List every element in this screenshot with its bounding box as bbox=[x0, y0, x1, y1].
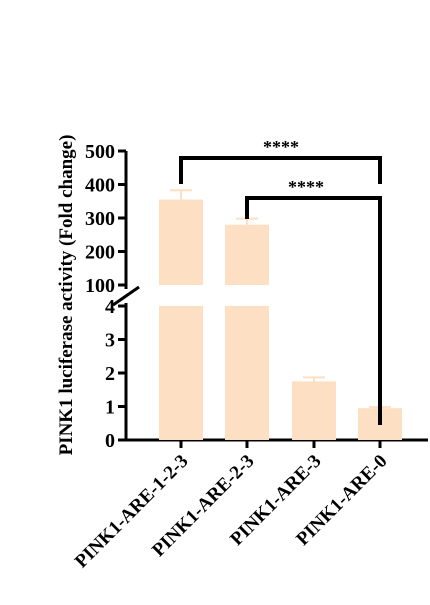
y-tick-label: 2 bbox=[105, 363, 115, 385]
axis-break-mark bbox=[112, 285, 140, 307]
x-tick-label: PINK1-ARE-1-2-3 bbox=[71, 451, 193, 573]
y-tick-label: 500 bbox=[85, 141, 115, 163]
y-tick-label: 100 bbox=[85, 275, 115, 297]
significance-brackets: **** **** bbox=[179, 137, 382, 425]
bars bbox=[159, 189, 402, 440]
y-tick-label: 3 bbox=[105, 330, 115, 352]
bar-upper-segment bbox=[159, 199, 203, 285]
significance-label: **** bbox=[263, 137, 299, 157]
y-axis-label: PINK1 luciferase activity (Fold change) bbox=[56, 135, 77, 456]
bar-lower-segment bbox=[159, 306, 203, 440]
significance-label: **** bbox=[288, 177, 324, 197]
bar-lower-segment bbox=[225, 306, 269, 440]
bar-upper-segment bbox=[225, 224, 269, 285]
y-tick-label: 1 bbox=[105, 397, 115, 419]
y-tick-label: 0 bbox=[105, 430, 115, 452]
significance-bracket bbox=[245, 196, 382, 425]
y-tick-label: 300 bbox=[85, 208, 115, 230]
y-tick-label: 400 bbox=[85, 175, 115, 197]
y-axis-label-group: PINK1 luciferase activity (Fold change) bbox=[56, 135, 77, 456]
y-tick-label: 4 bbox=[105, 296, 115, 318]
y-tick-label: 200 bbox=[85, 242, 115, 264]
bar bbox=[292, 381, 336, 440]
significance-bracket bbox=[179, 156, 382, 184]
